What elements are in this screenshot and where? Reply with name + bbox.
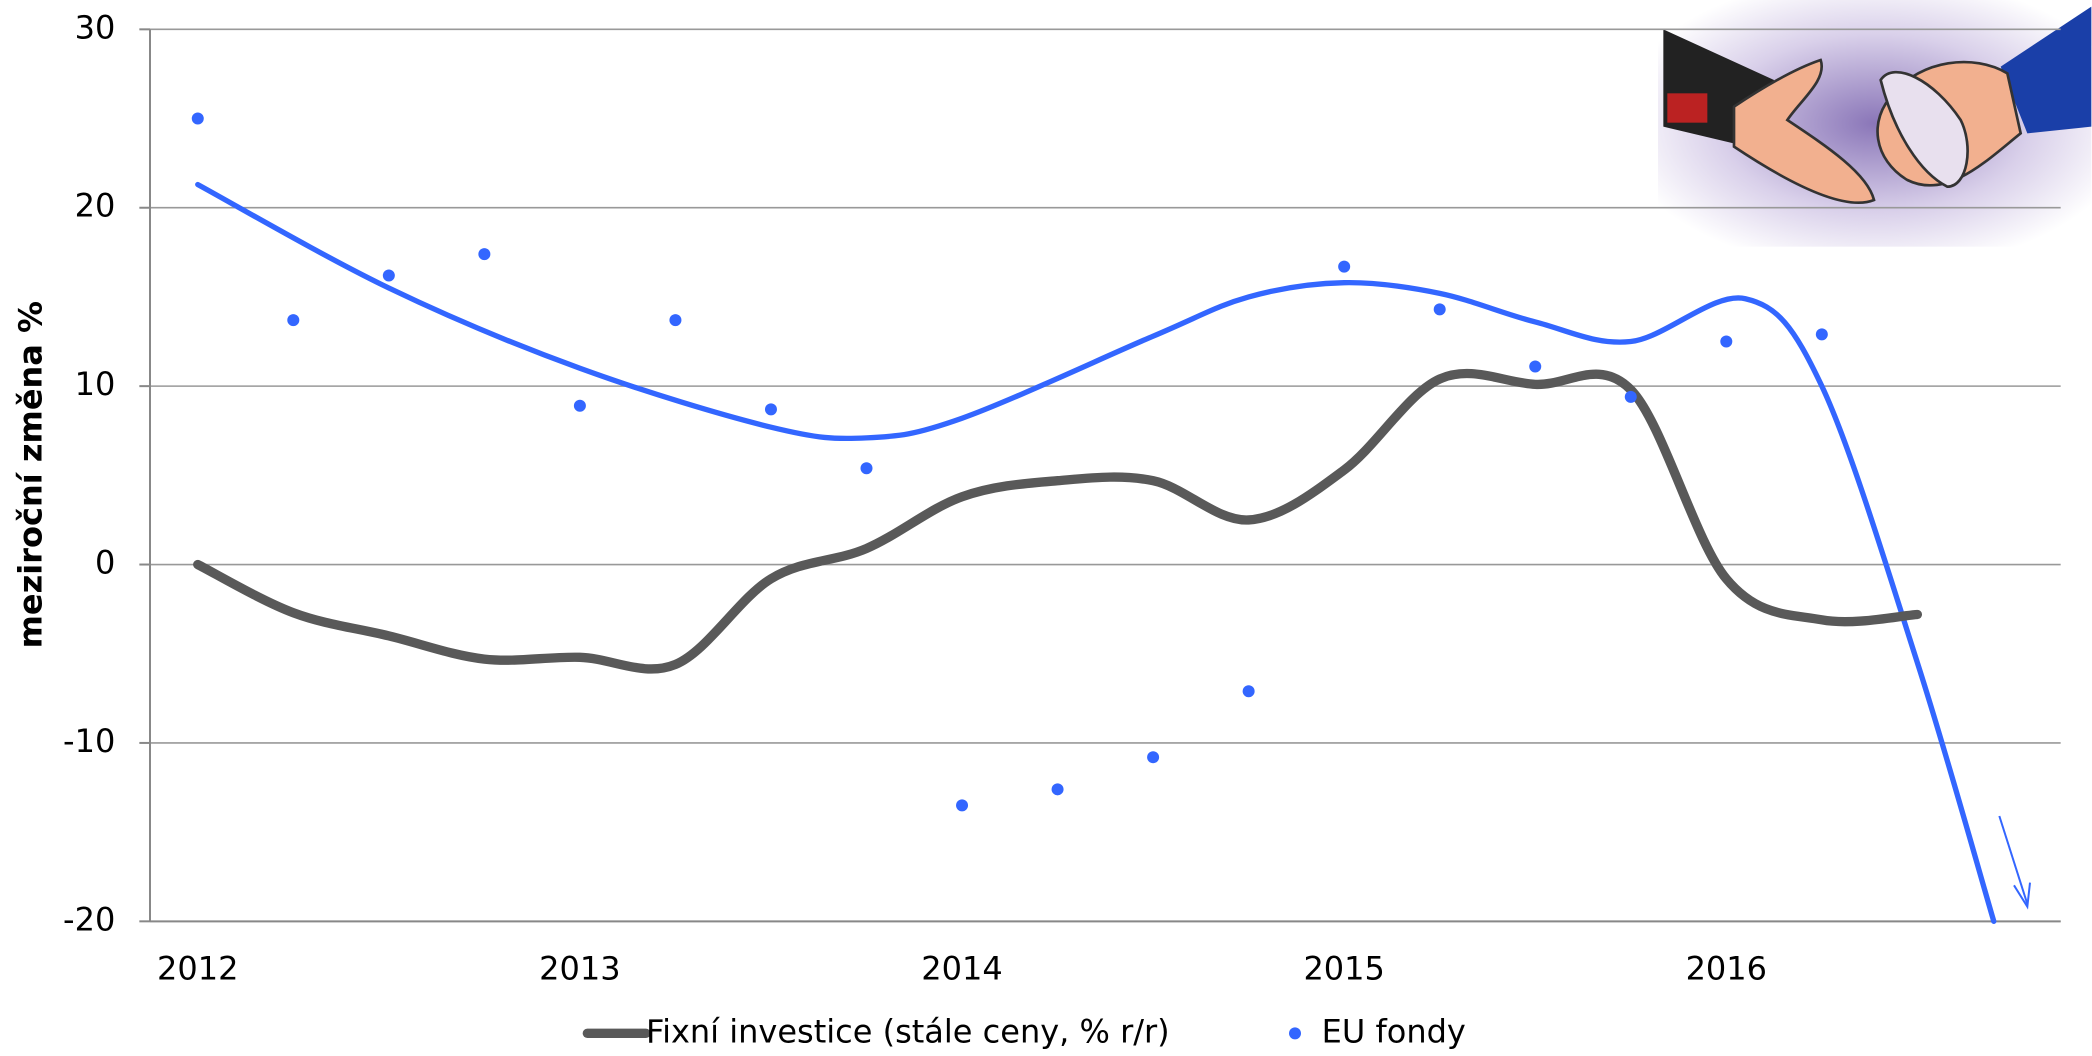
x-tick-label: 2013 [539, 950, 620, 988]
point [382, 269, 395, 282]
point [573, 399, 586, 412]
point [1720, 335, 1733, 348]
legend-label: Fixní investice (stále ceny, % r/r) [646, 1012, 1170, 1050]
point [956, 799, 969, 812]
legend: Fixní investice (stále ceny, % r/r) EU fo… [582, 1012, 1466, 1050]
x-tick-label: 2012 [157, 950, 238, 988]
point [478, 248, 491, 261]
x-tick-label: 2016 [1686, 950, 1767, 988]
line [193, 368, 1923, 674]
point [191, 112, 204, 125]
point [1338, 260, 1351, 273]
point [1147, 751, 1160, 764]
point [669, 314, 682, 327]
point [1529, 360, 1542, 373]
arrow-annotation [1998, 815, 2031, 910]
trend-line [195, 181, 1997, 924]
y-tick-label: 10 [75, 365, 116, 403]
legend-label: EU fondy [1322, 1012, 1466, 1050]
cartoon [1658, 0, 2092, 247]
y-tick-label: -20 [63, 900, 115, 938]
y-tick-label: 30 [75, 8, 116, 46]
plot [191, 112, 1997, 924]
point [860, 462, 873, 475]
x-tick-label: 2014 [921, 950, 1002, 988]
point [1433, 303, 1446, 316]
point [1815, 328, 1828, 341]
point [1242, 685, 1255, 698]
point [1624, 390, 1637, 403]
x-tick-label: 2015 [1303, 950, 1384, 988]
point [287, 314, 300, 327]
point [1051, 783, 1064, 796]
y-tick-label: 0 [95, 544, 115, 582]
y-tick-label: -10 [63, 722, 115, 760]
y-axis-label: meziroční změna % [12, 301, 50, 649]
y-tick-label: 20 [75, 187, 116, 225]
legend-swatch [1289, 1027, 1302, 1040]
point [764, 403, 777, 416]
